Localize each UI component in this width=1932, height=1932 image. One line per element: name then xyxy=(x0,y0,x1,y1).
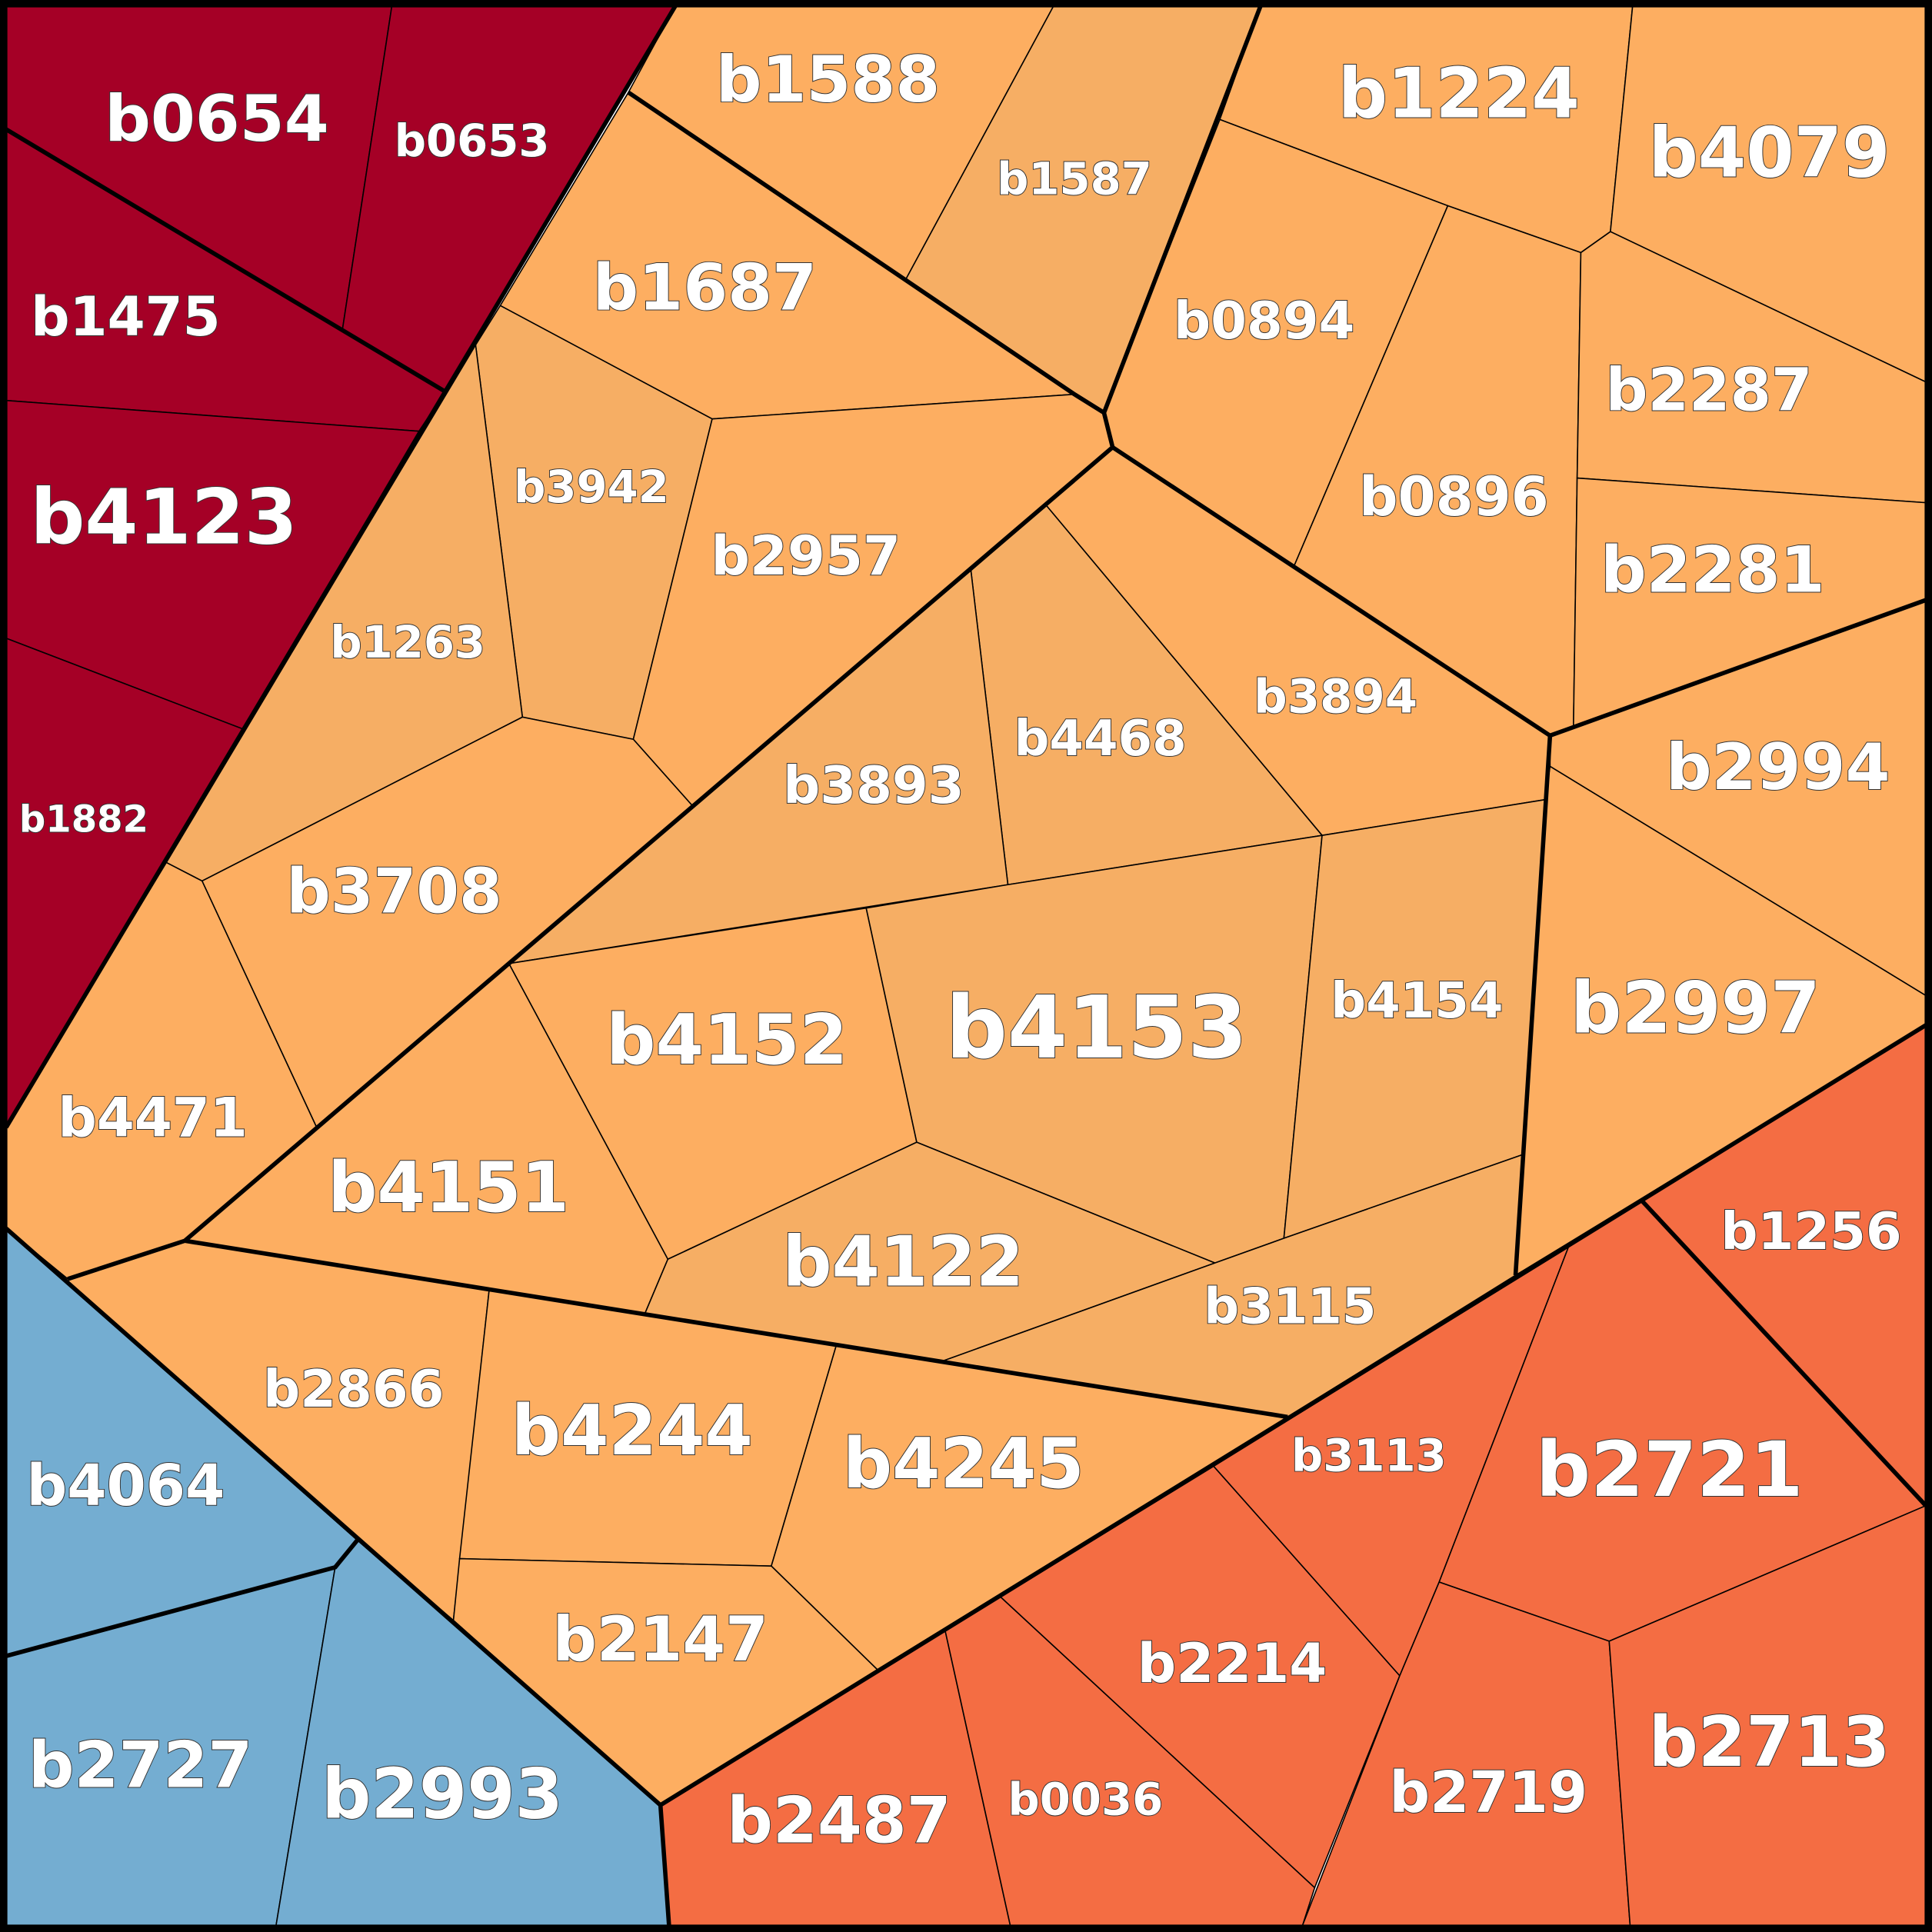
cell-label: b4153 xyxy=(946,978,1247,1078)
cell-label: b2719 xyxy=(1389,1760,1587,1826)
cell-label: b4122 xyxy=(782,1222,1024,1302)
cell-label: b3708 xyxy=(287,856,502,928)
region-borders xyxy=(4,5,1928,1927)
cell-label: b4123 xyxy=(30,474,298,562)
cells xyxy=(5,5,1927,1927)
cell-label: b3942 xyxy=(514,461,669,513)
cell-label: b3893 xyxy=(783,755,964,815)
cell-label: b1475 xyxy=(31,285,221,348)
cell-label: b4471 xyxy=(58,1086,248,1149)
cell-label: b4245 xyxy=(843,1424,1084,1504)
cell-label: b2997 xyxy=(1571,966,1820,1049)
cell-label: b1256 xyxy=(1720,1201,1901,1261)
cell-label: b0896 xyxy=(1359,465,1549,528)
cell-label: b4079 xyxy=(1649,113,1890,193)
cell-label: b3894 xyxy=(1254,670,1417,724)
cell-label: b1687 xyxy=(593,251,817,325)
cell-label: b2287 xyxy=(1606,357,1813,425)
cell-label: b4154 xyxy=(1331,973,1503,1030)
cell-label: b4152 xyxy=(606,1001,848,1081)
cell-label: b1224 xyxy=(1338,55,1580,135)
cell-label: b1882 xyxy=(19,798,148,841)
cell-label: b4468 xyxy=(1014,711,1187,768)
cell-label: b4064 xyxy=(26,1454,225,1519)
cell-label: b2866 xyxy=(263,1359,444,1419)
cell-label: b0653 xyxy=(395,115,550,167)
cell-label: b1587 xyxy=(997,153,1152,205)
cell-label: b4244 xyxy=(511,1391,753,1471)
cell-label: b2727 xyxy=(28,1727,252,1802)
cell-label: b3113 xyxy=(1291,1429,1447,1481)
cell-label: b2281 xyxy=(1601,532,1824,607)
cell-label: b2994 xyxy=(1666,730,1890,804)
cell-label: b2147 xyxy=(553,1604,768,1675)
cell-label: b3115 xyxy=(1204,1279,1376,1336)
cell-label: b1588 xyxy=(716,42,940,117)
cell-label: b2957 xyxy=(711,525,901,588)
cell-label: b0894 xyxy=(1174,291,1354,351)
cell-label: b2214 xyxy=(1138,1632,1327,1695)
cell-label: b4151 xyxy=(328,1148,569,1228)
cell-label: b0036 xyxy=(1008,1773,1164,1825)
cell-label: b1263 xyxy=(330,616,485,668)
labels: b0654 b0653 b1475 b4123 b1882 b4064 b2727 b2993… xyxy=(18,42,1903,1859)
cell-label: b2721 xyxy=(1536,1426,1804,1514)
cell-label: b2993 xyxy=(321,1754,563,1834)
cell-label: b2487 xyxy=(727,1784,951,1858)
cell-label: b0654 xyxy=(105,82,328,156)
cell-label: b2713 xyxy=(1649,1703,1890,1783)
